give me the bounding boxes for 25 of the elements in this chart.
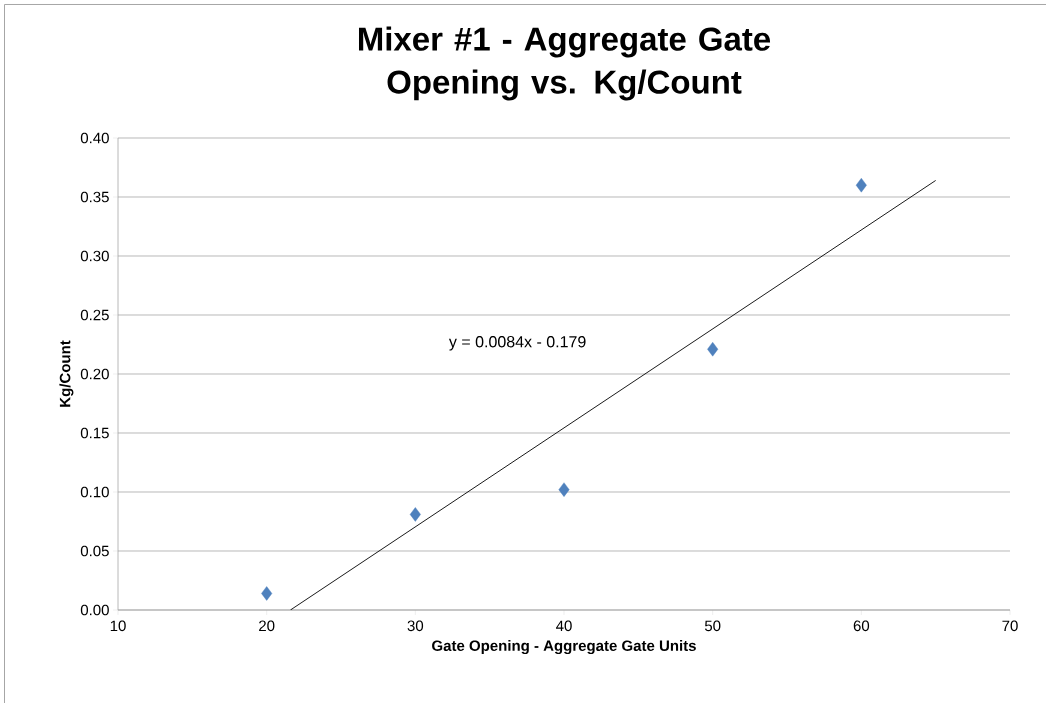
x-axis-title: Gate Opening - Aggregate Gate Units [432, 640, 696, 655]
x-tick-label: 30 [407, 620, 424, 632]
point [558, 482, 570, 497]
x-tick-label: 20 [259, 620, 275, 632]
y-axis-title: Kg/Count [59, 340, 74, 407]
y-tick-label: 0.25 [80, 309, 109, 321]
point [409, 507, 421, 522]
point [707, 342, 719, 357]
chart-title: Mixer #1 - Aggregate Gate Opening vs. Kg/Count [358, 26, 771, 101]
point [855, 177, 867, 193]
y-tick-label: 0.05 [80, 545, 109, 557]
y-tick-label: 0.20 [80, 368, 109, 380]
x-tick-label: 10 [110, 620, 126, 632]
y-tick-label: 0.30 [80, 250, 109, 262]
x-tick-label: 60 [853, 620, 870, 632]
x-tick-label: 70 [1002, 620, 1018, 632]
y-tick-label: 0.15 [80, 427, 109, 439]
x-tick-label: 50 [704, 620, 721, 632]
y-tick-label: 0.35 [80, 191, 109, 203]
y-tick-label: 0.00 [80, 604, 109, 616]
x-tick-label: 40 [556, 620, 572, 632]
y-tick-label: 0.40 [80, 132, 109, 144]
annotation: y = 0.0084x - 0.179 [448, 336, 586, 351]
y-tick-label: 0.10 [80, 486, 109, 498]
point [261, 586, 273, 601]
